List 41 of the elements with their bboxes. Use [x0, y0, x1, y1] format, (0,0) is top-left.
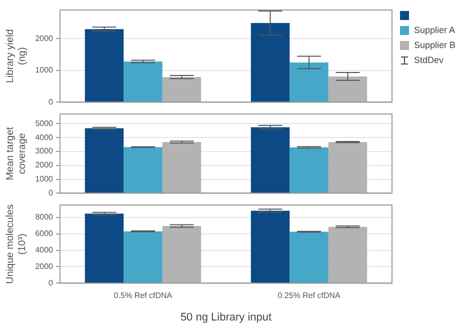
y-tick-label: 2000: [35, 160, 54, 170]
bar: [328, 76, 368, 102]
y-axis-title: Mean target coverage: [4, 126, 28, 180]
y-tick-label: 0: [48, 97, 54, 106]
text: StdDev: [414, 55, 444, 65]
bar: [290, 62, 328, 102]
bar: [290, 147, 328, 193]
bar: [124, 147, 162, 193]
y-tick-label: 4000: [35, 245, 54, 254]
x-tick-label: 0.5% Ref cfDNA: [114, 291, 173, 300]
legend-label: Supplier B: [414, 40, 456, 50]
bar: [250, 127, 290, 193]
y-tick-label: 0: [48, 188, 54, 198]
y-axis-title: Library yield (ng): [4, 29, 28, 84]
y-tick-label: 6000: [35, 229, 54, 238]
bar: [250, 23, 290, 102]
x-axis-title: 50 ng Library input: [180, 311, 272, 324]
bar: [124, 62, 162, 102]
y-tick-label: 2000: [35, 262, 54, 271]
y-tick-label: 8000: [35, 212, 54, 222]
legend-label: Supplier A: [414, 25, 456, 35]
bar: [162, 77, 202, 102]
bar: [162, 142, 202, 193]
y-tick-label: 3000: [35, 146, 54, 156]
bar: [162, 226, 202, 283]
bar: [328, 142, 368, 193]
y-tick-label: 2000: [35, 34, 54, 43]
bar: [84, 29, 124, 102]
x-tick-label: 0.25% Ref cfDNA: [278, 291, 342, 300]
bar: [250, 210, 290, 283]
bar: [290, 232, 328, 283]
bar: [84, 128, 124, 193]
y-tick-label: 0: [48, 278, 54, 288]
y-tick-label: 5000: [35, 118, 54, 128]
y-tick-label: 1000: [35, 174, 54, 184]
y-tick-label: 1000: [35, 66, 54, 75]
bar: [84, 214, 124, 283]
bar: [124, 231, 162, 283]
bar: [328, 226, 368, 283]
y-axis-title: Unique molecules (10³): [4, 204, 28, 284]
y-tick-label: 4000: [35, 132, 54, 142]
